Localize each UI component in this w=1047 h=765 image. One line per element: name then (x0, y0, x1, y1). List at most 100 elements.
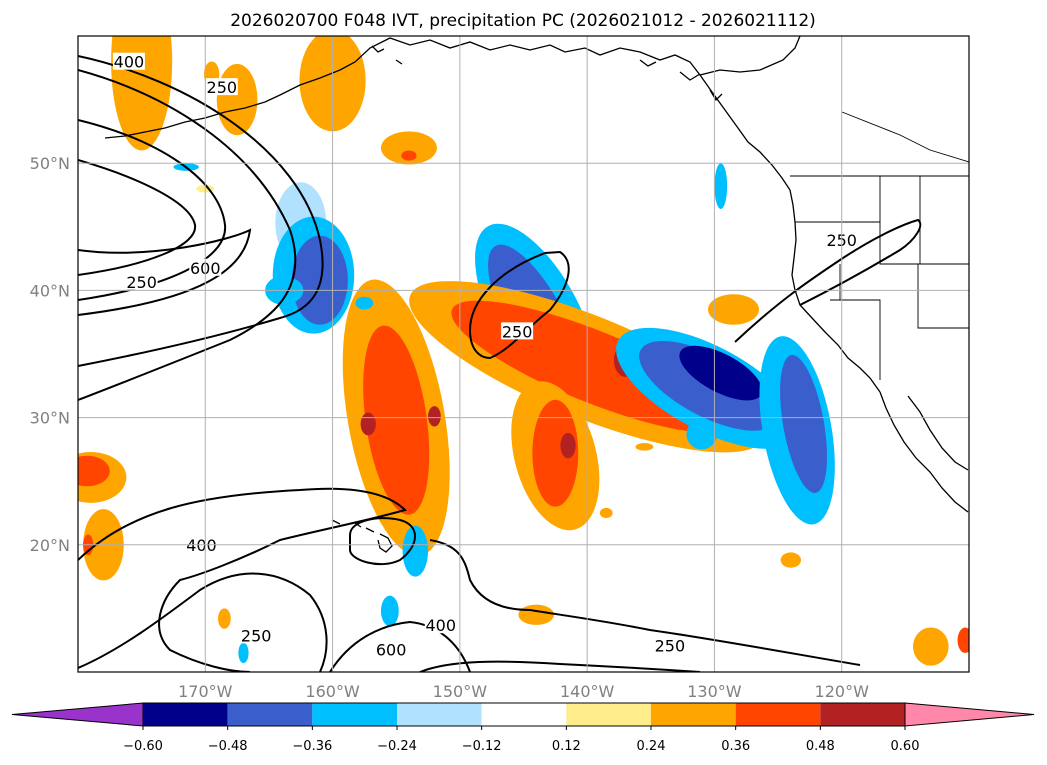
colorbar-segment (820, 703, 905, 726)
precip-region (532, 399, 579, 507)
colorbar-tick-label: −0.12 (462, 739, 502, 754)
coast-hawaii (331, 519, 393, 553)
contour-label-bg (240, 626, 273, 644)
contour-label: 250 (241, 626, 272, 645)
colorbar-tick-label: 0.48 (806, 739, 835, 754)
contour-label: 250 (502, 322, 533, 341)
ivt-contour-250-west-coast (734, 218, 922, 343)
colorbar-segment (312, 703, 397, 726)
contour-label-bg (112, 52, 145, 70)
y-tick-label: 40°N (30, 281, 70, 300)
ivt-contour-250-south (78, 572, 328, 672)
colorbar: −0.60 −0.48 −0.36 −0.24 −0.12 0.12 0.24 0.36 0.4… (11, 702, 1035, 754)
x-axis-ticks: 170°W 160°W 150°W 140°W 130°W 120°W (178, 682, 869, 701)
colorbar-tick-label: 0.36 (721, 739, 750, 754)
contour-label-bg (205, 78, 238, 96)
ivt-contour-250-south-east (429, 539, 861, 666)
ivt-contour-600-inner (78, 159, 197, 276)
x-tick-label: 160°W (305, 682, 360, 701)
contour-label: 250 (126, 273, 157, 292)
contour-label: 400 (114, 53, 145, 72)
precip-region (780, 552, 801, 568)
ivt-contour-600-south (329, 620, 471, 672)
contour-label: 250 (655, 637, 686, 656)
x-tick-label: 170°W (178, 682, 233, 701)
colorbar-tick-label: −0.48 (208, 739, 248, 754)
y-axis-ticks: 20°N 30°N 40°N 50°N (30, 154, 70, 555)
colorbar-frame (142, 702, 906, 727)
precip-region (401, 150, 417, 161)
x-tick-label: 140°W (560, 682, 615, 701)
contour-label-bg (125, 272, 158, 290)
colorbar-tick-label: −0.60 (123, 739, 163, 754)
precip-region (560, 432, 576, 459)
colorbar-extend-min (11, 702, 144, 727)
precip-region (238, 642, 249, 664)
contour-label-bg (424, 616, 457, 634)
contour-label: 600 (376, 640, 407, 659)
colorbar-segment (143, 703, 228, 726)
y-tick-label: 50°N (30, 154, 70, 173)
precip-region (360, 412, 376, 436)
colorbar-tick-label: −0.36 (292, 739, 332, 754)
colorbar-segment (735, 703, 821, 726)
precip-region (708, 294, 759, 325)
coast-gulf-california (907, 395, 969, 471)
precip-region (599, 507, 613, 519)
precip-region (780, 354, 827, 493)
contour-label-bg (375, 640, 408, 658)
colorbar-segment (651, 703, 736, 726)
x-tick-label: 150°W (433, 682, 488, 701)
precip-region (355, 296, 374, 310)
y-tick-label: 30°N (30, 409, 70, 428)
colorbar-segment (227, 703, 313, 726)
coast-baja (879, 391, 969, 513)
chart-title: 2026020700 F048 IVT, precipitation PC (2… (230, 11, 816, 31)
precip-region (78, 455, 110, 487)
colorbar-tick-label: 0.60 (891, 739, 920, 754)
contour-label-bg (501, 322, 534, 340)
map-frame (77, 35, 970, 673)
ivt-contour-600-north (78, 119, 227, 301)
gridlines (78, 36, 969, 672)
coast-alaska (264, 36, 801, 103)
colorbar-tick-label: 0.12 (552, 739, 581, 754)
x-tick-label: 120°W (815, 682, 870, 701)
precip-region (912, 627, 949, 666)
ivt-contour-250-trough (419, 660, 701, 672)
contour-label: 400 (425, 616, 456, 635)
coast-alaska-islands (371, 45, 723, 102)
precip-region (957, 627, 969, 653)
contour-label: 250 (207, 78, 238, 97)
ivt-contour-400-hawaii-loop (349, 517, 416, 566)
colorbar-extend-max (904, 702, 1035, 727)
ivt-contour-400-north (78, 69, 297, 401)
coast-canada-west (699, 74, 791, 191)
political-borders (790, 111, 969, 380)
colorbar-segment (481, 703, 567, 726)
precip-region (218, 608, 231, 629)
precip-region (518, 604, 555, 625)
colorbar-tick-label: 0.24 (637, 739, 666, 754)
x-tick-label: 130°W (687, 682, 742, 701)
ivt-contour-layer (78, 55, 922, 672)
coast-aleutians (104, 101, 266, 139)
contour-label: 400 (186, 536, 217, 555)
precip-region (380, 595, 399, 627)
contour-label-bg (653, 636, 686, 654)
ivt-contour-250-loop (468, 250, 570, 360)
colorbar-tick-label: −0.24 (377, 739, 417, 754)
y-tick-label: 20°N (30, 536, 70, 555)
colorbar-segment (566, 703, 651, 726)
precip-region (402, 525, 429, 577)
precip-region (686, 418, 717, 450)
precip-region (363, 325, 430, 515)
precip-region (714, 163, 728, 209)
precip-region (380, 131, 437, 165)
ivt-contour-250-north (78, 55, 324, 367)
precip-region (635, 443, 654, 451)
precip-region (679, 345, 763, 401)
precip-region (428, 406, 441, 427)
